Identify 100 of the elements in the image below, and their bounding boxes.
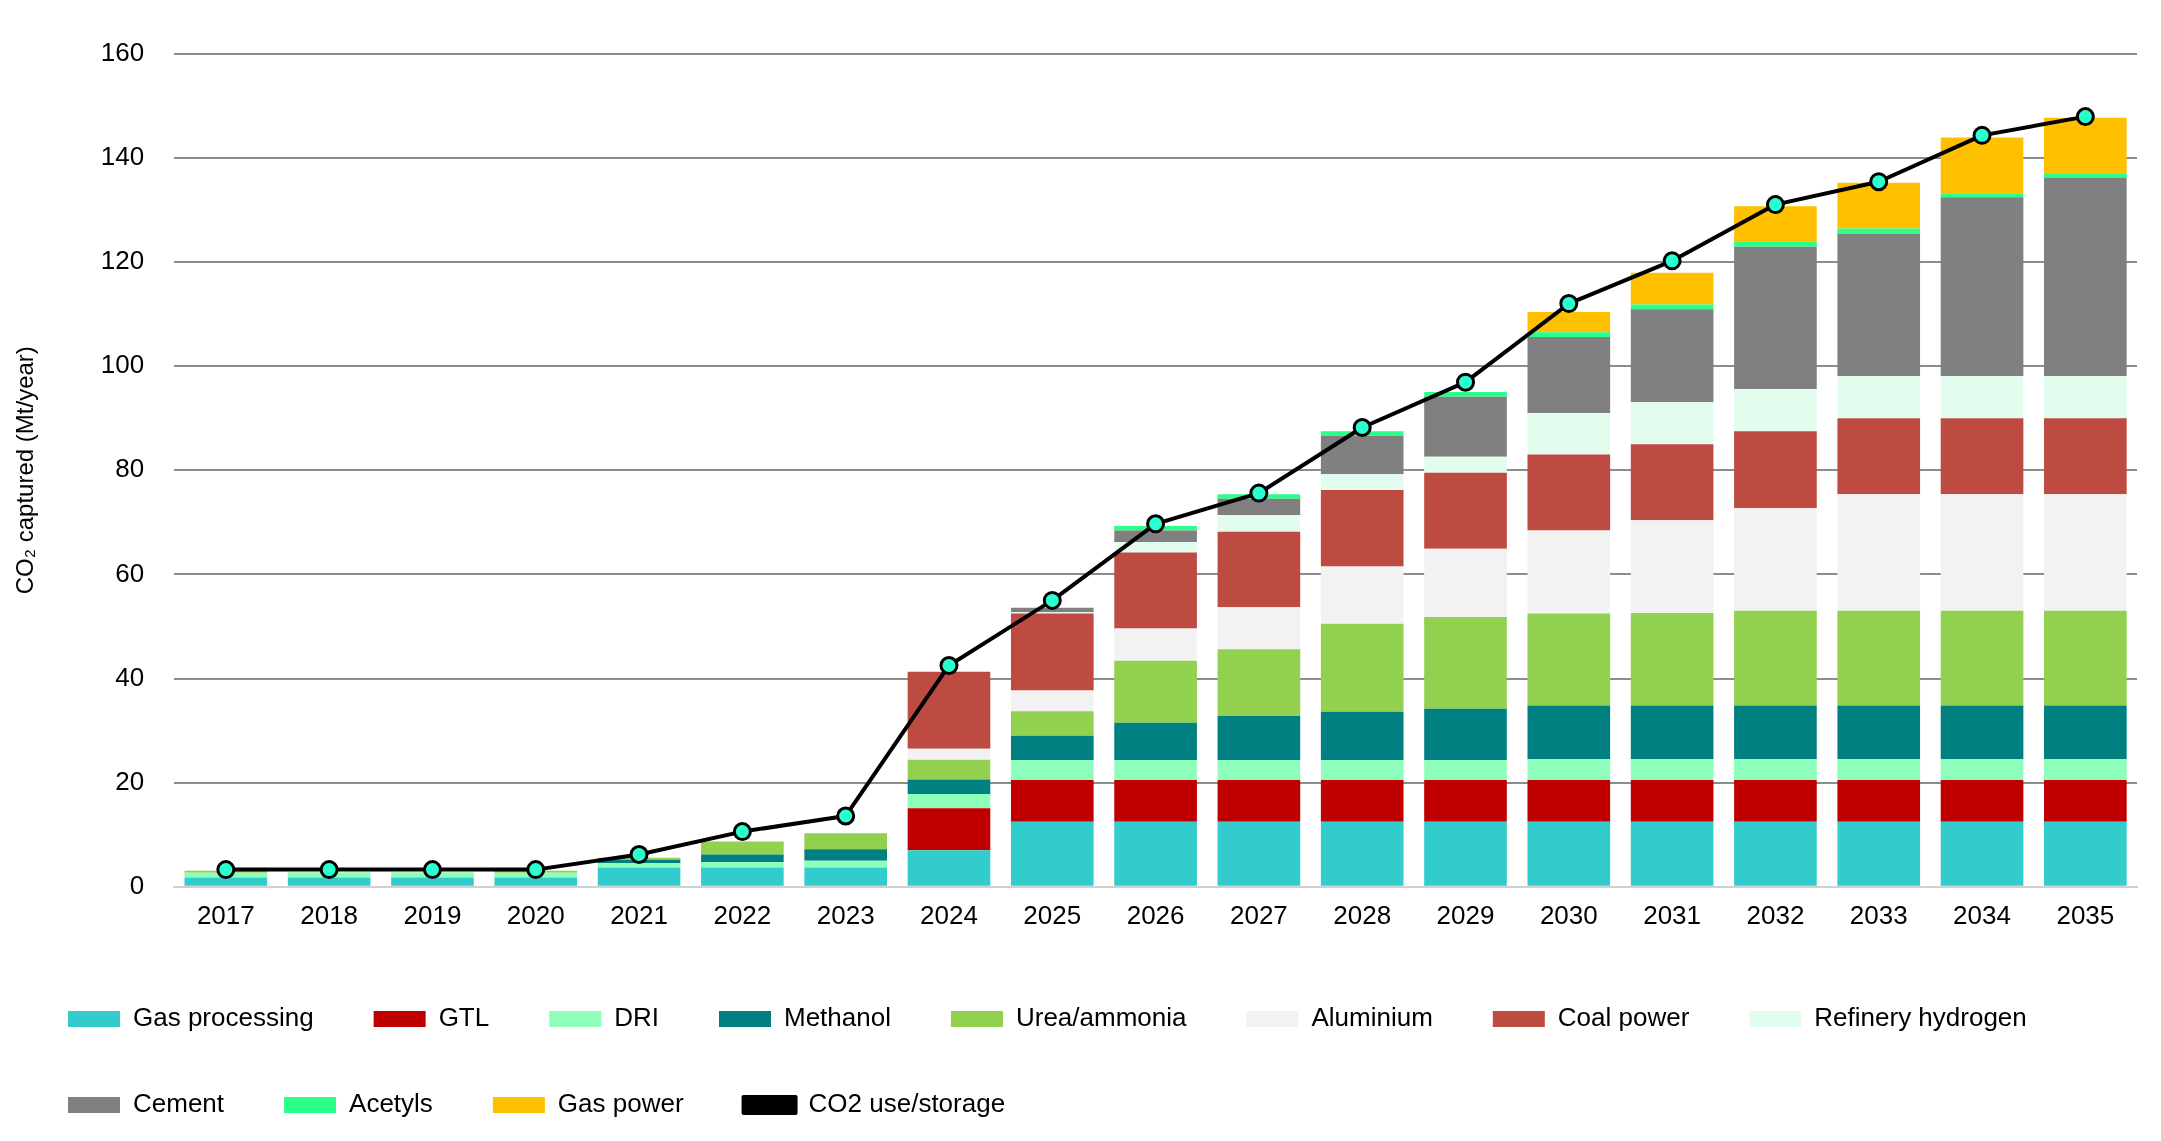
bar	[1837, 705, 1921, 760]
point	[939, 655, 959, 675]
y-tick-label: 140	[100, 140, 145, 171]
legend-label: Acetyls	[349, 1088, 433, 1119]
x-tick-label: 2032	[1746, 899, 1805, 930]
bar	[1527, 759, 1611, 781]
point	[1559, 294, 1579, 314]
y-tick-label: 120	[100, 245, 145, 276]
point	[1662, 251, 1682, 271]
point	[1352, 418, 1372, 437]
bar	[1734, 431, 1817, 509]
point	[422, 860, 442, 880]
bar	[1320, 623, 1404, 712]
x-tick-label: 2021	[610, 899, 668, 930]
bar	[1217, 760, 1301, 781]
x-tick-label: 2028	[1333, 899, 1392, 930]
bar	[1734, 705, 1817, 760]
bar	[494, 877, 578, 886]
bar	[1320, 489, 1404, 567]
bar	[1527, 332, 1611, 337]
bar	[1217, 715, 1301, 761]
x-tick-label: 2031	[1643, 899, 1702, 930]
bar	[1734, 206, 1817, 243]
y-tick-label: 0	[129, 869, 145, 900]
bar	[1320, 821, 1404, 886]
bar	[1010, 735, 1094, 761]
bar	[1527, 613, 1611, 706]
bar	[1320, 566, 1404, 624]
bar	[1114, 660, 1197, 723]
bar	[907, 794, 991, 809]
bar	[1837, 780, 1921, 822]
bar	[1424, 472, 1507, 549]
bar	[907, 850, 991, 886]
bar	[1837, 182, 1921, 229]
bar	[1527, 311, 1611, 333]
x-tick-label: 2018	[300, 899, 359, 930]
bar	[1630, 272, 1714, 305]
point	[1765, 195, 1785, 215]
y-tick-label: 100	[100, 349, 145, 380]
bar	[1734, 508, 1817, 611]
x-tick-label: 2035	[2056, 899, 2115, 930]
bar	[1940, 137, 2024, 194]
x-tick-label: 2019	[403, 899, 462, 930]
bar	[1527, 454, 1611, 531]
bar	[1114, 821, 1197, 886]
bar	[1424, 456, 1507, 473]
x-tick-label: 2027	[1229, 899, 1288, 930]
bar	[1424, 780, 1507, 822]
bar	[287, 877, 371, 886]
bar	[1010, 780, 1094, 822]
x-tick-label: 2024	[920, 899, 978, 930]
bar	[804, 867, 887, 886]
bar	[804, 860, 887, 868]
bar	[1010, 711, 1094, 736]
bar	[1010, 690, 1094, 712]
bar	[597, 863, 681, 868]
bar	[184, 877, 268, 886]
bar	[701, 867, 784, 886]
bar	[1734, 242, 1817, 247]
bar	[701, 854, 784, 863]
bar	[1320, 760, 1404, 781]
bar	[1940, 705, 2024, 760]
x-tick-label: 2034	[1953, 899, 2011, 930]
bar	[1527, 821, 1611, 886]
bar	[1940, 193, 2024, 198]
bar	[2044, 117, 2127, 174]
bar	[907, 671, 991, 749]
legend-label: Coal power	[1557, 1002, 1690, 1033]
bar	[1424, 548, 1507, 618]
bar	[1630, 444, 1714, 521]
bar	[1010, 760, 1094, 781]
point	[732, 822, 752, 842]
bar	[1940, 610, 2024, 706]
bar	[701, 862, 784, 868]
bar	[1114, 760, 1197, 781]
bar	[1837, 759, 1921, 781]
bar	[1734, 759, 1817, 781]
bar	[1114, 552, 1197, 629]
bar	[1940, 418, 2024, 495]
bar	[1837, 494, 1921, 611]
point	[319, 860, 339, 880]
bar	[1734, 610, 1817, 706]
bar	[597, 867, 681, 886]
point	[836, 806, 856, 826]
bar	[1837, 418, 1921, 495]
bar	[907, 759, 991, 780]
bar	[1630, 759, 1714, 781]
bar	[701, 841, 784, 855]
point	[1869, 172, 1889, 192]
y-tick-label: 160	[100, 36, 145, 67]
bar	[2044, 375, 2127, 419]
bar	[1114, 722, 1197, 761]
legend-label: Aluminium	[1311, 1002, 1433, 1033]
bar	[1114, 780, 1197, 822]
bar	[2044, 610, 2127, 706]
legend-label: Gas processing	[133, 1002, 314, 1033]
x-tick-label: 2017	[196, 899, 255, 930]
bar	[391, 877, 474, 886]
bar	[1734, 388, 1817, 432]
bar	[2044, 173, 2127, 178]
